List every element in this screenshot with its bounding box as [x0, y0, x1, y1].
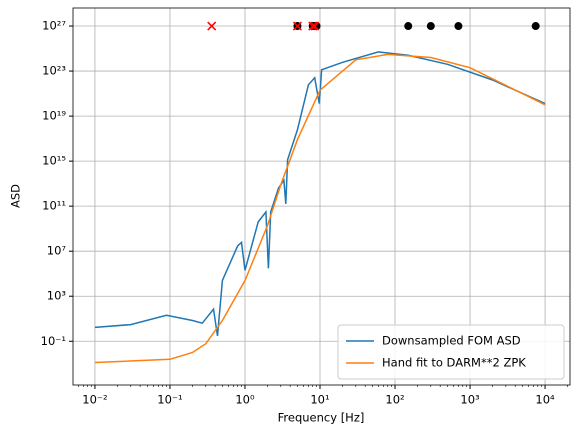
x-tick-label: 10⁻² [82, 393, 107, 407]
point [426, 22, 435, 31]
point [454, 22, 463, 31]
plot-area [94, 21, 546, 364]
legend-label: Hand fit to DARM**2 ZPK [382, 356, 526, 370]
x-tick-label: 10⁰ [235, 393, 255, 407]
point [531, 22, 540, 31]
x-axis-label: Frequency [Hz] [278, 411, 365, 425]
x-marker [310, 21, 320, 31]
x-tick-label: 10¹ [310, 393, 329, 407]
legend-label: Downsampled FOM ASD [382, 334, 521, 348]
series-line [94, 53, 546, 364]
y-tick-label: 10²⁷ [42, 19, 66, 33]
y-tick-label: 10³ [47, 289, 67, 303]
point [404, 22, 413, 31]
x-tick-label: 10⁻¹ [157, 393, 182, 407]
y-tick-label: 10⁷ [47, 244, 67, 258]
legend-box [337, 324, 565, 380]
x-marker [207, 21, 217, 31]
series-line [94, 51, 546, 337]
x-marker [292, 21, 302, 31]
plot-frame [72, 7, 571, 386]
y-axis-label: ASD [9, 184, 23, 208]
x-tick-label: 10² [385, 393, 404, 407]
x-tick-label: 10³ [460, 393, 480, 407]
x-tick-label: 10⁴ [535, 393, 555, 407]
y-tick-label: 10¹¹ [42, 199, 66, 213]
y-tick-label: 10²³ [42, 64, 66, 78]
y-tick-label: 10¹⁵ [42, 154, 66, 168]
y-tick-label: 10¹⁹ [42, 109, 66, 123]
y-tick-label: 10⁻¹ [41, 334, 66, 348]
x-marker [308, 21, 318, 31]
